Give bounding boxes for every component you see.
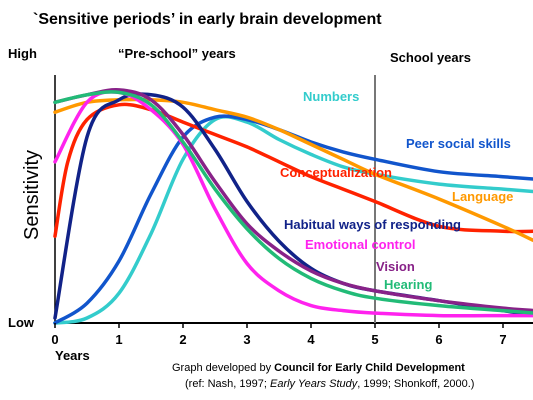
x-axis-title: Years — [55, 348, 90, 363]
series-label-vision: Vision — [376, 259, 415, 274]
series-label-emotional-control: Emotional control — [305, 237, 416, 252]
credit-line-1: Graph developed by Council for Early Chi… — [172, 362, 465, 374]
x-tick-label-5: 5 — [371, 332, 378, 347]
preschool-years-label: “Pre-school” years — [118, 46, 236, 61]
x-tick-label-0: 0 — [51, 332, 58, 347]
x-tick-layer: 0 1 2 3 4 5 6 7 — [51, 323, 507, 347]
series-layer — [53, 88, 533, 325]
y-low-label: Low — [8, 315, 35, 330]
series-line-hearing — [53, 90, 533, 315]
series-line-numbers — [53, 115, 533, 325]
series-label-peer-social-skills: Peer social skills — [406, 136, 511, 151]
credit-line-2: (ref: Nash, 1997; Early Years Study, 199… — [185, 378, 474, 390]
x-tick-label-4: 4 — [307, 332, 315, 347]
series-label-layer: Numbers Peer social skills Conceptualizati… — [280, 89, 513, 292]
series-label-language: Language — [452, 189, 513, 204]
x-tick-label-7: 7 — [499, 332, 506, 347]
series-label-numbers: Numbers — [303, 89, 359, 104]
y-axis-title: Sensitivity — [21, 150, 43, 240]
y-high-label: High — [8, 46, 37, 61]
series-label-conceptualization: Conceptualization — [280, 165, 392, 180]
series-label-habitual-ways-of-responding: Habitual ways of responding — [284, 217, 461, 232]
x-tick-label-1: 1 — [115, 332, 122, 347]
x-tick-label-3: 3 — [243, 332, 250, 347]
x-tick-label-6: 6 — [435, 332, 442, 347]
series-line-vision — [53, 88, 533, 313]
series-line-language — [53, 97, 533, 243]
series-label-hearing: Hearing — [384, 277, 432, 292]
school-years-label: School years — [390, 50, 471, 65]
x-tick-label-2: 2 — [179, 332, 186, 347]
series-line-conceptualization — [53, 102, 533, 238]
chart-title: `Sensitive periods’ in early brain devel… — [33, 11, 382, 28]
